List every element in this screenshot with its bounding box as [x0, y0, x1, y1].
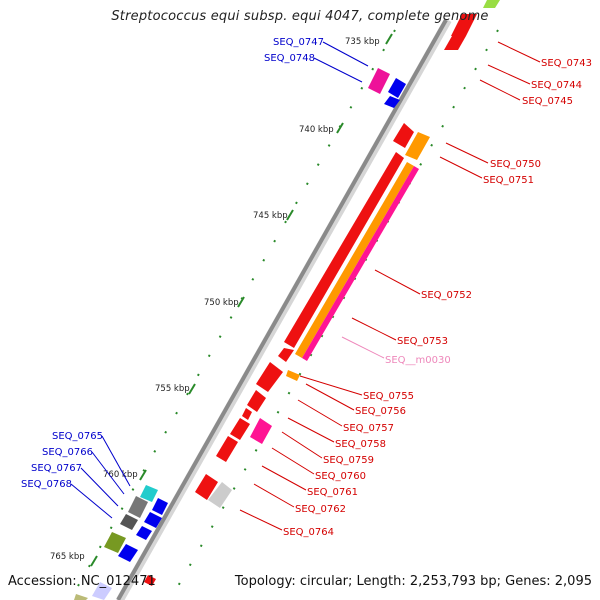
kbp-label-745: 745 kbp	[253, 211, 288, 221]
gene-blue-lower	[118, 544, 138, 562]
label-seq0755: SEQ_0755	[363, 391, 414, 402]
gene-seq0768	[136, 526, 152, 540]
kbp-tick-755	[188, 383, 196, 395]
gene-seq0747	[368, 68, 390, 94]
label-seq0751: SEQ_0751	[483, 175, 534, 186]
label-seq0743: SEQ_0743	[541, 58, 592, 69]
gene-small-red	[144, 575, 156, 586]
label-seq0752: SEQ_0752	[421, 290, 472, 301]
gene-seq0757	[247, 390, 266, 412]
kbp-label-755: 755 kbp	[155, 384, 190, 394]
gene-seq0762	[195, 474, 218, 500]
gene-lavender	[92, 582, 112, 600]
label-seq0756: SEQ_0756	[355, 406, 406, 417]
label-seq0744: SEQ_0744	[531, 80, 582, 91]
gene-m0030	[302, 166, 419, 361]
gene-seq0767	[120, 514, 138, 530]
label-m0030: SEQ__m0030	[385, 355, 451, 366]
gene-seq0766b	[152, 498, 168, 515]
kbp-label-760: 760 kbp	[103, 470, 138, 480]
gene-seq0758	[242, 408, 252, 420]
gene-olive-bottom	[74, 594, 88, 600]
label-seq0757: SEQ_0757	[343, 423, 394, 434]
label-seq0750: SEQ_0750	[490, 159, 541, 170]
inner-guide-ring	[69, 29, 396, 600]
label-seq0761: SEQ_0761	[307, 487, 358, 498]
gene-seq0751	[405, 132, 430, 160]
gene-olive	[104, 532, 126, 553]
kbp-tick-740	[336, 122, 344, 134]
map-title: Streptococcus equi subsp. equi 4047, com…	[111, 9, 489, 24]
label-seq0747: SEQ_0747	[273, 37, 324, 48]
kbp-tick-760	[139, 469, 147, 481]
label-seq0759: SEQ_0759	[323, 455, 374, 466]
label-seq0760: SEQ_0760	[315, 471, 366, 482]
kbp-tick-735	[385, 33, 393, 45]
gene-green-top	[483, 0, 500, 8]
kbp-tick-745	[286, 209, 294, 221]
gene-seq0756	[256, 362, 283, 392]
label-seq0766: SEQ_0766	[42, 447, 93, 458]
gene-seq0743b	[444, 36, 466, 50]
genome-summary-text: Topology: circular; Length: 2,253,793 bp…	[234, 574, 592, 589]
gene-seq0753	[295, 162, 414, 358]
label-seq0764: SEQ_0764	[283, 527, 334, 538]
gene-seq0750	[393, 123, 414, 148]
kbp-tick-750	[237, 296, 245, 308]
label-seq0758: SEQ_0758	[335, 439, 386, 450]
kbp-label-740: 740 kbp	[299, 125, 334, 135]
label-seq0768: SEQ_0768	[21, 479, 72, 490]
gene-seq0748b	[384, 96, 400, 108]
kbp-label-765: 765 kbp	[50, 552, 85, 562]
kbp-ticks: 735 kbp 740 kbp 745 kbp 750 kbp 755 kbp …	[50, 33, 393, 567]
gene-seq0767b	[144, 512, 162, 528]
gene-seq0752-head	[278, 348, 294, 362]
gene-seq0748	[388, 78, 406, 98]
gene-seq0766	[128, 496, 148, 518]
gene-seq0761	[216, 436, 238, 462]
gene-seq0743	[451, 14, 477, 36]
label-seq0765: SEQ_0765	[52, 431, 103, 442]
gene-seq0760	[230, 418, 250, 440]
right-labels: SEQ_0743 SEQ_0744 SEQ_0745 SEQ_0750 SEQ_…	[239, 41, 592, 538]
gene-seq0755	[286, 370, 300, 381]
gene-seq0759	[250, 418, 272, 444]
gene-seq0765	[140, 485, 158, 502]
reverse-features	[74, 68, 406, 600]
label-seq0767: SEQ_0767	[31, 463, 82, 474]
forward-features	[144, 0, 500, 586]
label-seq0753: SEQ_0753	[397, 336, 448, 347]
kbp-label-750: 750 kbp	[204, 298, 239, 308]
label-seq0762: SEQ_0762	[295, 504, 346, 515]
backbone	[116, 19, 448, 600]
gene-seq0764	[208, 482, 232, 508]
left-labels: SEQ_0747 SEQ_0748 SEQ_0765 SEQ_0766 SEQ_…	[21, 37, 369, 519]
gene-seq0752	[284, 152, 404, 348]
kbp-tick-765	[90, 555, 98, 567]
kbp-label-735: 735 kbp	[345, 37, 380, 47]
accession-text: Accession: NC_012471	[8, 574, 156, 589]
label-seq0748: SEQ_0748	[264, 53, 315, 64]
label-seq0745: SEQ_0745	[522, 96, 573, 107]
